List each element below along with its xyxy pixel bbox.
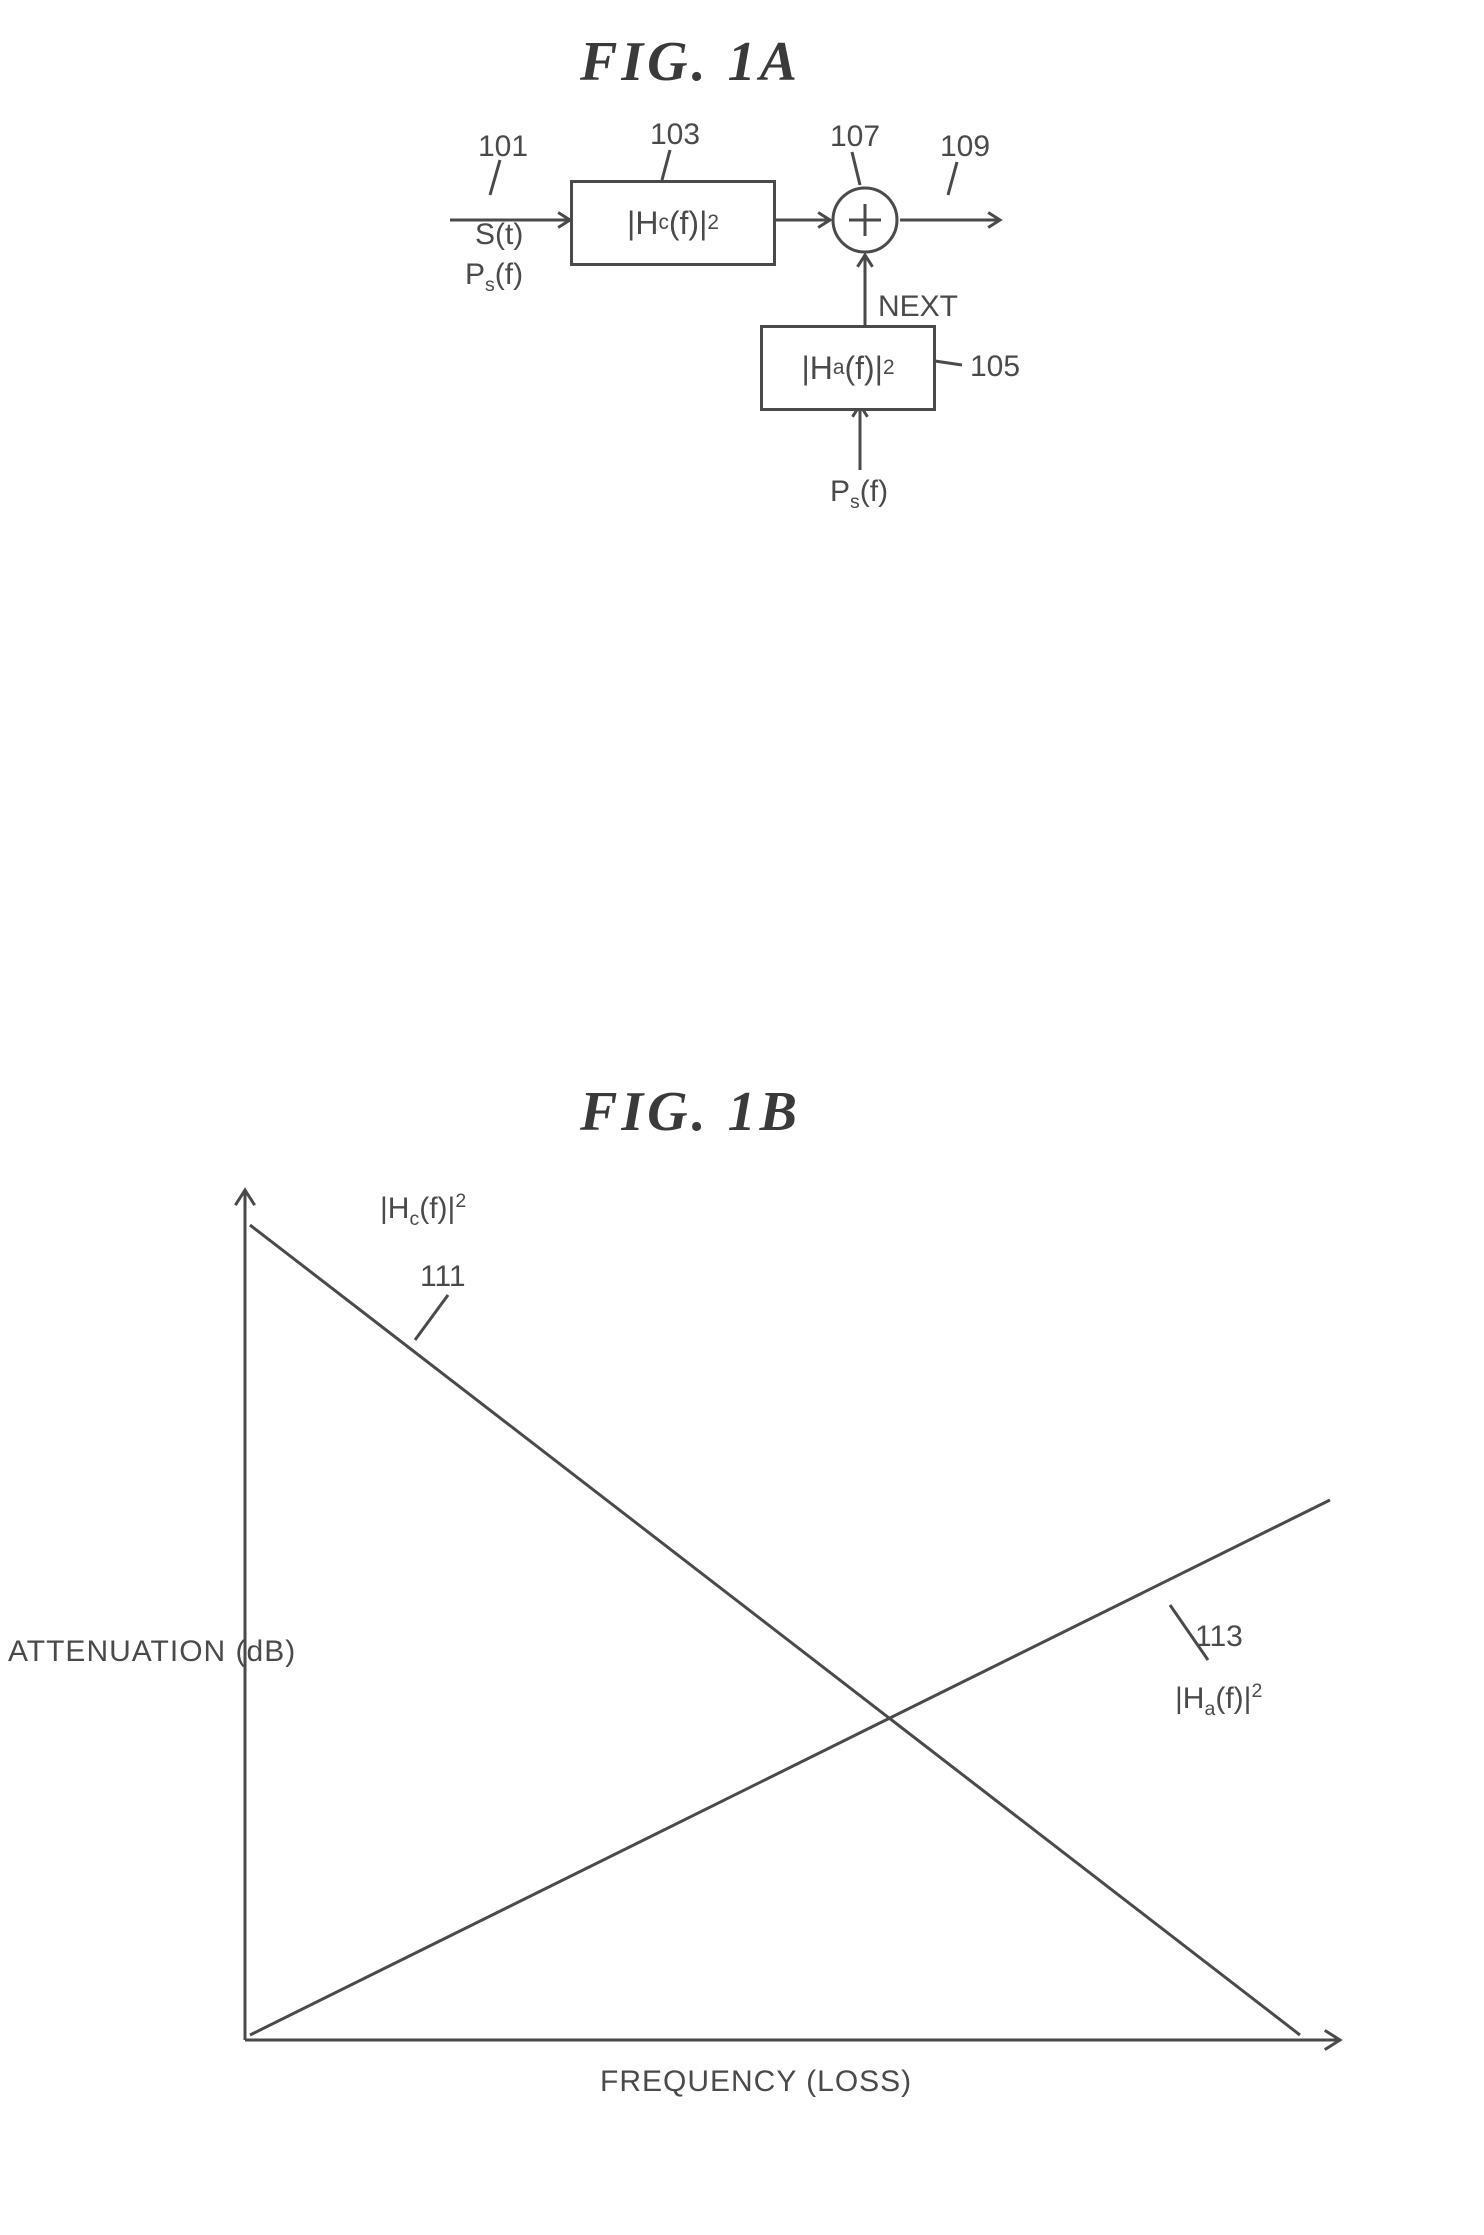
fig-1b-svg: [0, 0, 1484, 2235]
ref-111: 111: [420, 1260, 466, 1294]
curve-hc-label: |Hc(f)|2: [380, 1190, 466, 1231]
x-axis-label: FREQUENCY (LOSS): [600, 2065, 912, 2099]
ref-113: 113: [1195, 1620, 1243, 1654]
y-axis-label: ATTENUATION (dB): [8, 1635, 296, 1669]
page: FIG. 1A |Hc(f)|2 |Ha(f)|2 101 103 107 10…: [0, 0, 1484, 2235]
curve-ha-label: |Ha(f)|2: [1175, 1680, 1262, 1721]
